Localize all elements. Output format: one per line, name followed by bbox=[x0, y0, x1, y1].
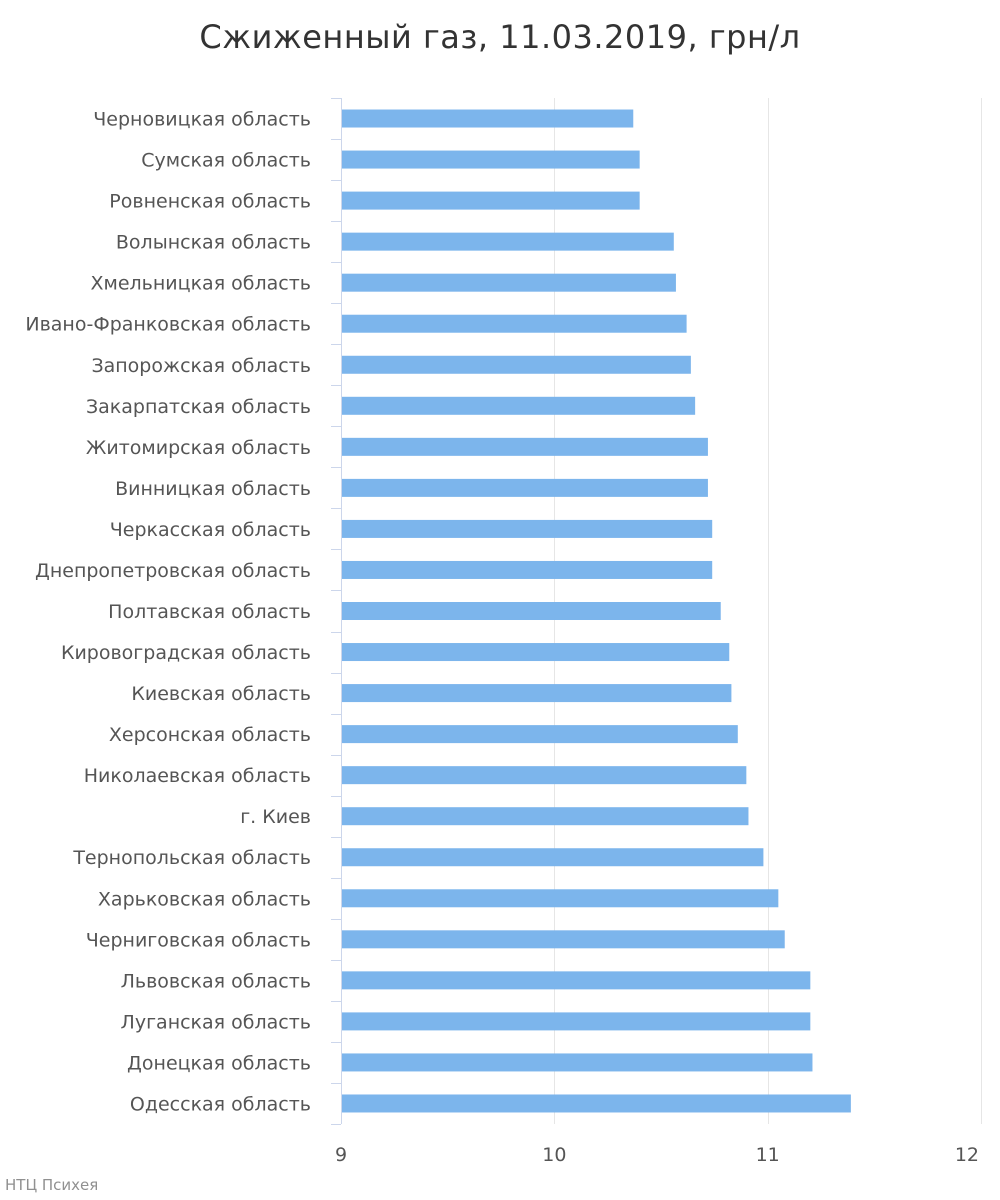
bar bbox=[342, 602, 721, 620]
category-label: Полтавская область bbox=[108, 601, 311, 623]
bars bbox=[342, 109, 851, 1113]
bar bbox=[342, 560, 713, 579]
category-label: Киевская область bbox=[131, 683, 311, 705]
x-tick-label: 10 bbox=[542, 1144, 566, 1166]
chart-credit: НТЦ Психея bbox=[5, 1176, 98, 1194]
category-label: Николаевская область bbox=[84, 765, 311, 787]
bar bbox=[342, 725, 738, 744]
category-label: Донецкая область bbox=[127, 1052, 311, 1074]
bar bbox=[342, 930, 785, 949]
x-tick-label: 12 bbox=[955, 1144, 979, 1166]
bar bbox=[342, 1094, 851, 1113]
bar bbox=[342, 191, 640, 210]
bar bbox=[342, 1012, 811, 1031]
bar bbox=[342, 273, 676, 292]
category-label: Черновицкая область bbox=[93, 109, 311, 131]
category-label: Луганская область bbox=[121, 1011, 311, 1033]
category-label: Харьковская область bbox=[98, 888, 311, 910]
bar bbox=[342, 519, 713, 538]
category-label: Хмельницкая область bbox=[90, 273, 311, 295]
x-tick-label: 11 bbox=[756, 1144, 780, 1166]
category-label: Днепропетровская область bbox=[35, 560, 311, 582]
category-label: Волынская область bbox=[116, 232, 311, 254]
category-label: Ивано-Франковская область bbox=[25, 314, 311, 336]
category-label: Винницкая область bbox=[115, 478, 311, 500]
category-label: Кировоградская область bbox=[61, 642, 311, 664]
bar bbox=[342, 1053, 813, 1072]
category-label: Черниговская область bbox=[86, 929, 311, 951]
bar bbox=[342, 478, 708, 497]
bar bbox=[342, 232, 674, 251]
bar bbox=[342, 355, 691, 374]
category-label: Закарпатская область bbox=[86, 396, 311, 418]
bar bbox=[342, 684, 732, 703]
x-tick-label: 9 bbox=[335, 1144, 347, 1166]
category-label: г. Киев bbox=[240, 806, 311, 828]
bar bbox=[342, 807, 749, 826]
chart-title: Сжиженный газ, 11.03.2019, грн/л bbox=[199, 18, 800, 56]
category-label: Сумская область bbox=[141, 150, 311, 172]
bar bbox=[342, 889, 779, 908]
bar bbox=[342, 437, 708, 456]
bar bbox=[342, 766, 747, 785]
category-axis bbox=[331, 98, 342, 1125]
bar bbox=[342, 643, 730, 662]
category-label: Житомирская область bbox=[86, 437, 311, 459]
category-label: Львовская область bbox=[121, 970, 311, 992]
bar bbox=[342, 396, 696, 415]
category-label: Запорожская область bbox=[91, 355, 311, 377]
category-label: Херсонская область bbox=[109, 724, 311, 746]
category-label: Тернопольская область bbox=[72, 847, 311, 869]
category-label: Одесская область bbox=[130, 1093, 311, 1115]
category-labels: Черновицкая область Сумская область Ровнен… bbox=[25, 109, 311, 1116]
bar bbox=[342, 150, 640, 169]
bar bbox=[342, 848, 764, 867]
bar bbox=[342, 109, 634, 128]
bar bbox=[342, 314, 687, 333]
category-label: Ровненская область bbox=[109, 191, 311, 213]
category-label: Черкасская область bbox=[110, 519, 311, 541]
x-axis-tick-labels: 9 10 11 12 bbox=[335, 1144, 979, 1166]
bar bbox=[342, 971, 811, 990]
